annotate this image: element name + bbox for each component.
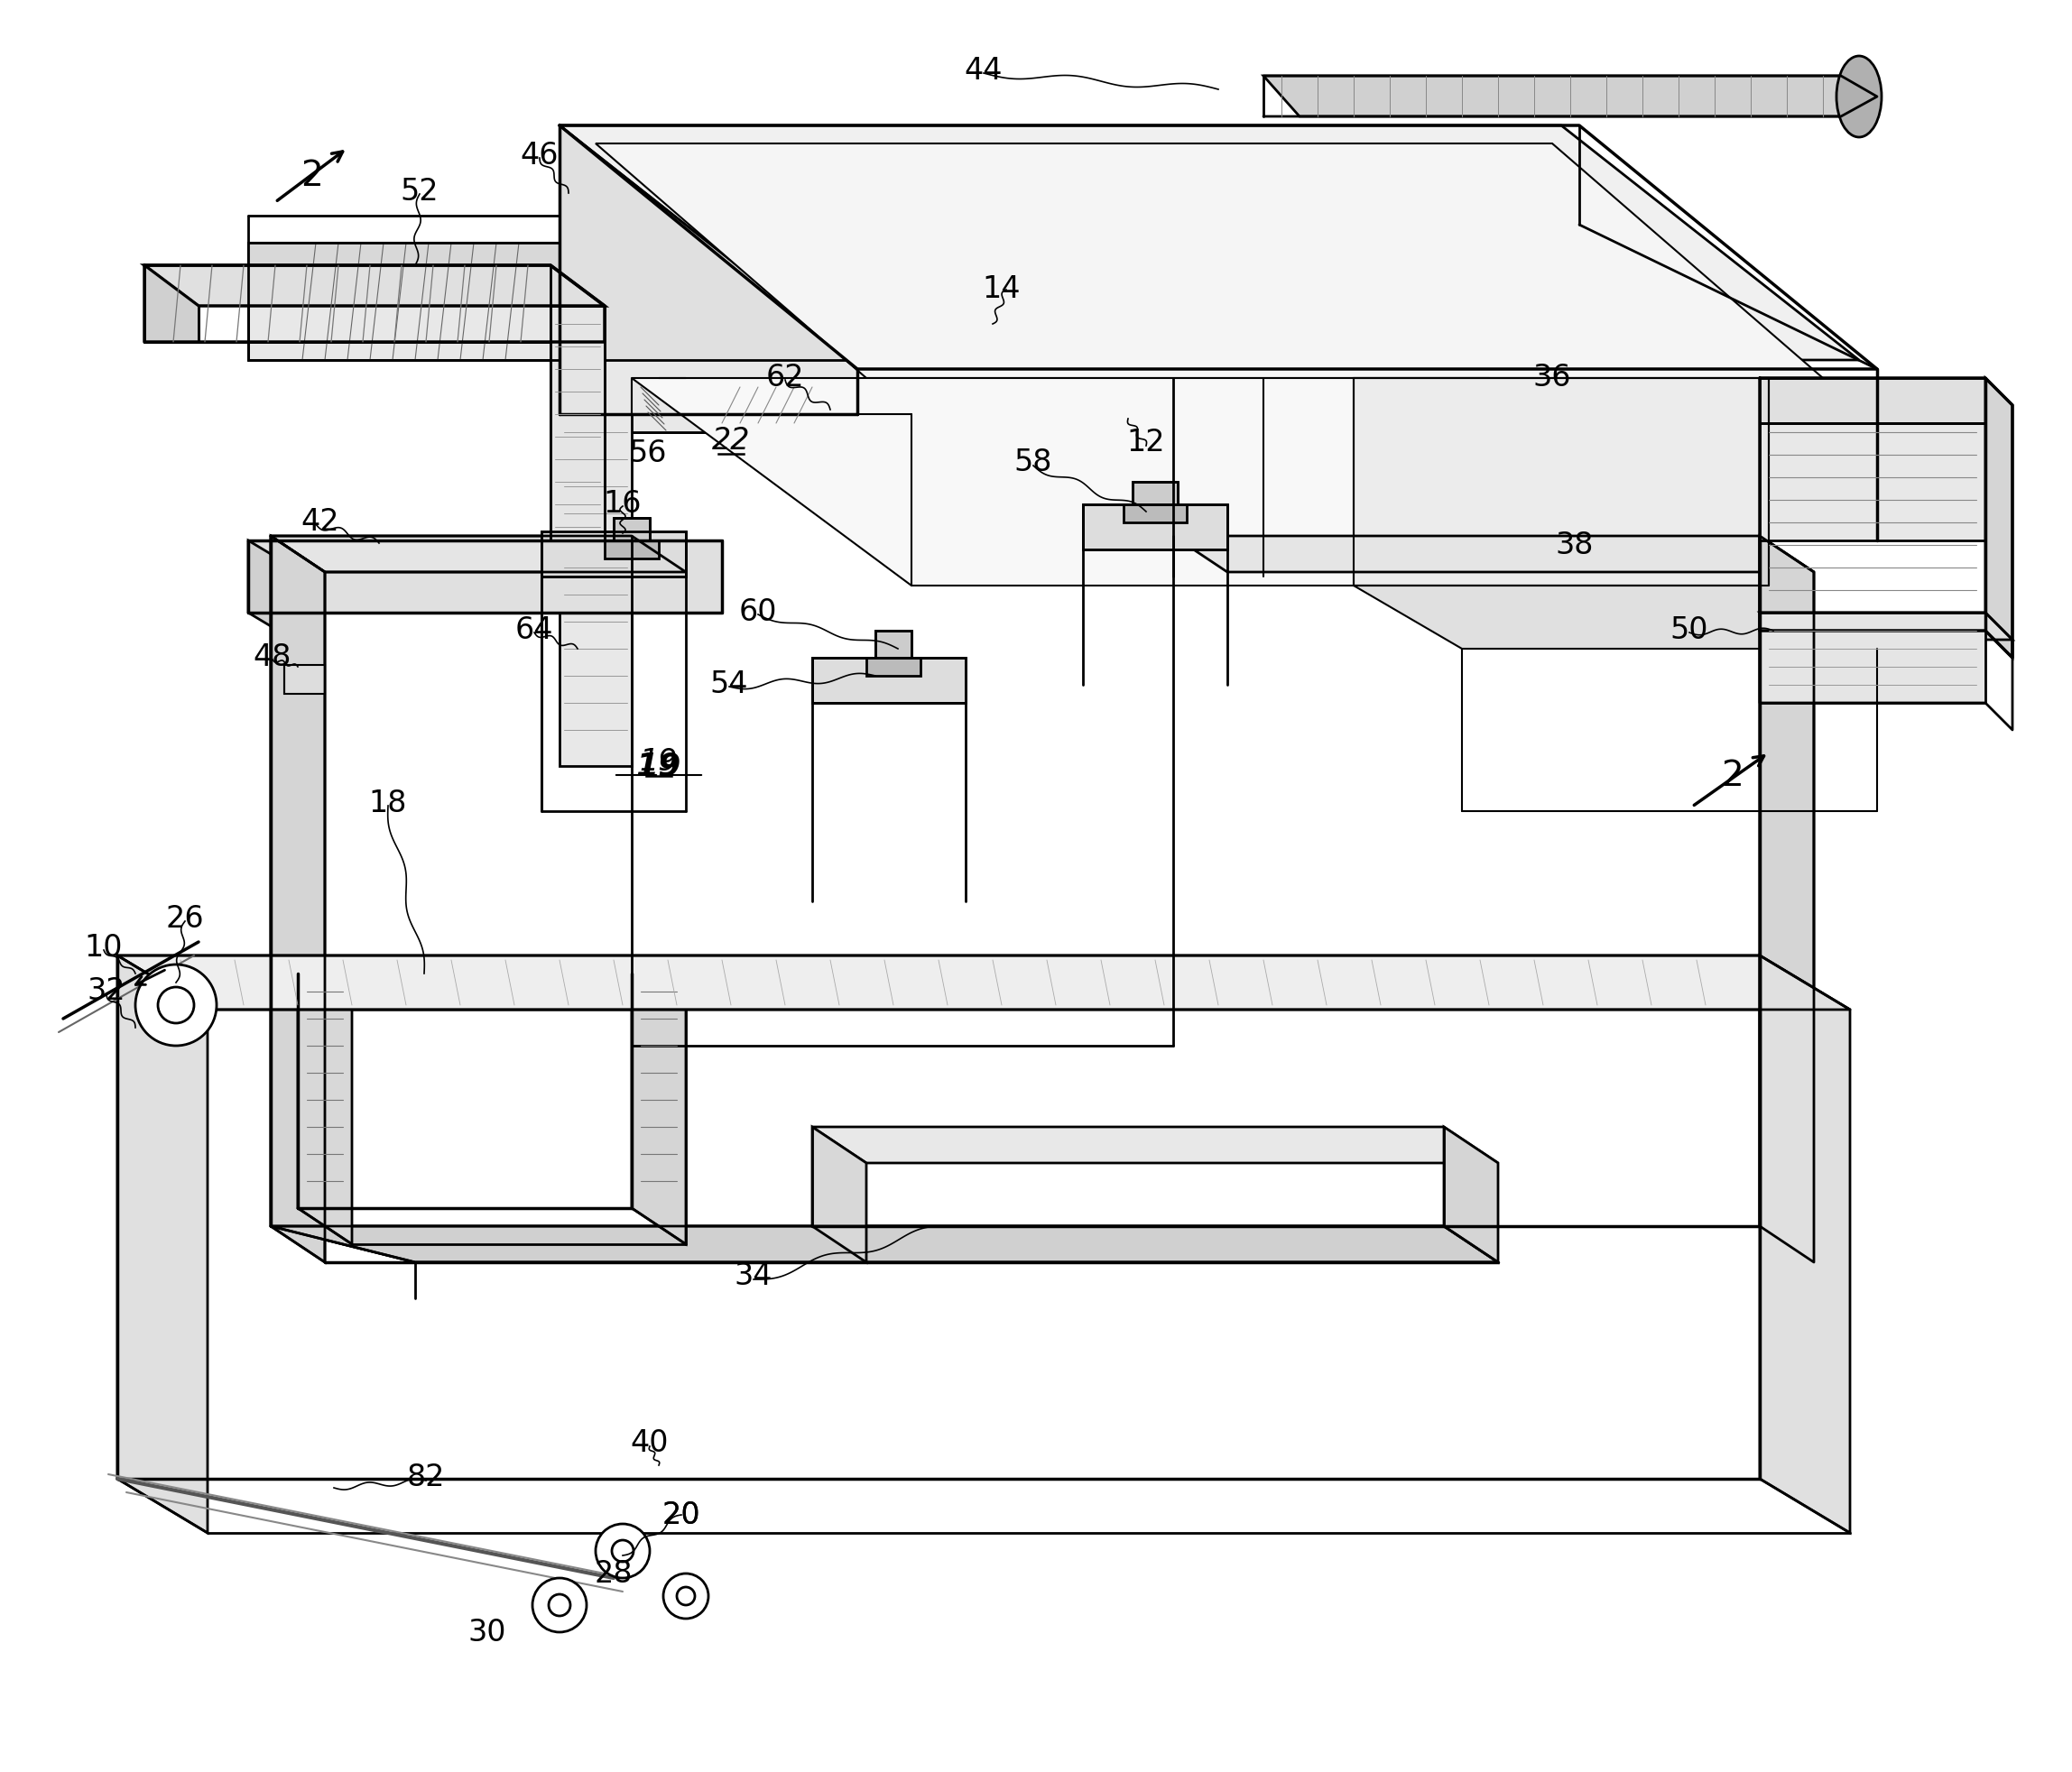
Polygon shape [613, 519, 651, 540]
Polygon shape [1985, 379, 2012, 659]
Polygon shape [1759, 537, 1813, 1262]
Polygon shape [559, 126, 858, 432]
Polygon shape [1759, 379, 1985, 424]
Text: 44: 44 [963, 55, 1003, 85]
Text: 52: 52 [400, 175, 439, 206]
Polygon shape [1444, 1127, 1498, 1262]
Text: 48: 48 [253, 641, 292, 672]
Circle shape [549, 1595, 570, 1616]
Polygon shape [298, 975, 352, 1244]
Text: 60: 60 [740, 597, 777, 626]
Polygon shape [559, 361, 858, 432]
Polygon shape [249, 243, 559, 361]
Text: 19: 19 [640, 748, 678, 776]
Polygon shape [866, 659, 920, 677]
Circle shape [533, 1579, 586, 1632]
Text: 18: 18 [369, 789, 408, 817]
Text: 82: 82 [406, 1462, 445, 1492]
Text: 20: 20 [663, 1501, 700, 1529]
Polygon shape [1084, 505, 1227, 549]
Text: 58: 58 [1013, 448, 1053, 477]
Text: 30: 30 [468, 1618, 506, 1648]
Polygon shape [1133, 482, 1177, 505]
Text: 36: 36 [1533, 361, 1571, 392]
Polygon shape [145, 266, 605, 307]
Text: 54: 54 [711, 668, 748, 698]
Text: 26: 26 [166, 904, 205, 932]
Polygon shape [559, 415, 632, 767]
Text: 20: 20 [663, 1501, 700, 1529]
Circle shape [595, 1524, 651, 1579]
Polygon shape [271, 537, 686, 572]
Text: 42: 42 [300, 507, 340, 537]
Polygon shape [812, 1127, 866, 1262]
Text: 19: 19 [636, 751, 682, 781]
Text: 22: 22 [713, 425, 750, 455]
Polygon shape [1759, 613, 2012, 640]
Polygon shape [249, 243, 559, 307]
Text: 56: 56 [628, 438, 667, 468]
Polygon shape [1353, 379, 1769, 587]
Circle shape [157, 987, 195, 1024]
Polygon shape [118, 955, 1850, 1010]
Text: 14: 14 [982, 273, 1021, 303]
Polygon shape [595, 144, 1823, 379]
Polygon shape [118, 955, 207, 1533]
Circle shape [663, 1574, 709, 1618]
Polygon shape [271, 1226, 1498, 1262]
Text: 40: 40 [630, 1428, 669, 1458]
Polygon shape [605, 540, 659, 560]
Polygon shape [1759, 613, 1985, 703]
Text: 16: 16 [603, 489, 642, 517]
Circle shape [611, 1540, 634, 1561]
Polygon shape [271, 1226, 1498, 1262]
Polygon shape [1759, 955, 1850, 1533]
Polygon shape [632, 975, 686, 1244]
Polygon shape [1759, 424, 1985, 540]
Polygon shape [632, 379, 1769, 587]
Polygon shape [249, 540, 721, 613]
Text: 32: 32 [87, 975, 126, 1005]
Text: 2: 2 [300, 159, 323, 193]
Polygon shape [249, 540, 294, 640]
Text: 64: 64 [516, 615, 553, 645]
Polygon shape [284, 666, 325, 695]
Polygon shape [1173, 537, 1813, 572]
Text: 34: 34 [733, 1262, 773, 1290]
Text: 10: 10 [85, 932, 122, 962]
Text: 46: 46 [520, 140, 559, 170]
Polygon shape [551, 307, 605, 540]
Polygon shape [271, 537, 325, 1262]
Text: 28: 28 [595, 1559, 632, 1588]
Text: 2: 2 [1722, 758, 1745, 792]
Text: 12: 12 [1127, 427, 1164, 457]
Polygon shape [145, 266, 199, 342]
Polygon shape [298, 975, 686, 1010]
Text: 62: 62 [767, 361, 804, 392]
Polygon shape [812, 1127, 1498, 1162]
Polygon shape [541, 532, 686, 578]
Circle shape [135, 966, 218, 1045]
Polygon shape [812, 659, 966, 703]
Polygon shape [1353, 587, 1877, 649]
Polygon shape [1123, 505, 1187, 523]
Text: 38: 38 [1556, 530, 1593, 560]
Polygon shape [1264, 76, 1877, 117]
Polygon shape [874, 631, 912, 659]
Text: 50: 50 [1670, 615, 1709, 645]
Ellipse shape [1836, 57, 1881, 138]
Polygon shape [559, 126, 1859, 361]
Circle shape [678, 1588, 694, 1605]
